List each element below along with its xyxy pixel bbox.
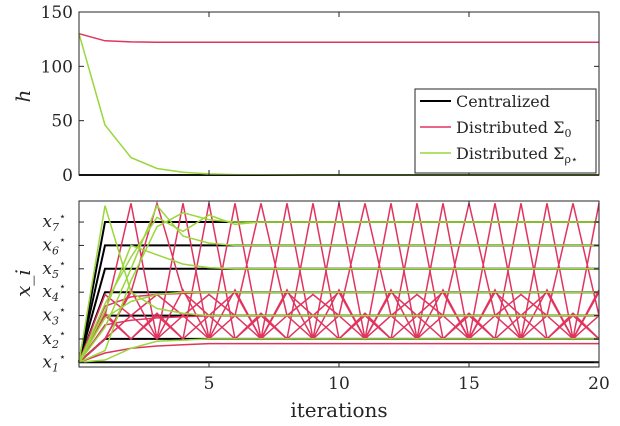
legend-subscript: ρ⋆ <box>564 153 577 166</box>
bottom-ytick-label: x5 <box>42 259 59 281</box>
distributed-sigma0-line-1 <box>78 342 599 364</box>
bottom-ytick-subscript: 4 <box>51 291 59 304</box>
top-ylabel: h <box>11 90 35 103</box>
bottom-ytick-star: ⋆ <box>59 350 66 363</box>
distributed-sigma0-line-3 <box>78 291 599 363</box>
top-series-line-1 <box>78 32 599 43</box>
legend-label-sigma-rho: Distributed Σρ⋆ <box>456 144 578 166</box>
top-ticks-group: 0 50 100 150 <box>41 3 600 186</box>
distributed-sigma0-line-4 <box>78 288 600 363</box>
bottom-xtick-label: 10 <box>328 374 350 394</box>
bottom-ytick-subscript: 6 <box>52 244 59 257</box>
distributed-sigma-rho-line-1 <box>78 338 599 364</box>
top-ytick-label: 150 <box>41 3 73 23</box>
centralized-line-4 <box>78 291 599 363</box>
bottom-ytick-star: ⋆ <box>59 257 66 270</box>
top-ytick-label: 50 <box>51 112 73 132</box>
bottom-ytick-label: x3 <box>42 306 59 328</box>
top-ytick-label: 100 <box>41 57 73 77</box>
centralized-line-2 <box>78 337 599 364</box>
distributed-sigma-rho-line-3 <box>78 291 599 363</box>
bottom-ytick-label: x6 <box>42 235 59 257</box>
top-panel: 0 50 100 150 h <box>11 3 600 186</box>
legend-label-centralized: Centralized <box>456 92 550 111</box>
bottom-xtick-label: 20 <box>588 374 610 394</box>
top-ytick-label: 0 <box>62 166 73 186</box>
bottom-ylabel: x_i <box>11 269 35 297</box>
centralized-line-6 <box>78 244 599 363</box>
bottom-ytick-star: ⋆ <box>59 304 66 317</box>
distributed-sigma-rho-line-4 <box>78 244 599 363</box>
bottom-ytick-label: x4 <box>42 282 59 304</box>
distributed-sigma-rho-line-5 <box>78 204 599 363</box>
bottom-ytick-star: ⋆ <box>59 327 66 340</box>
bottom-ytick-subscript: 1 <box>52 361 59 374</box>
legend: Centralized Distributed Σ0 Distributed Σ… <box>414 88 597 174</box>
legend-subscript: 0 <box>564 127 571 140</box>
bottom-xtick-label: 15 <box>458 374 480 394</box>
bottom-ytick-star: ⋆ <box>59 233 66 246</box>
bottom-ytick-subscript: 5 <box>52 268 59 281</box>
distributed-sigma-rho-line-2 <box>78 205 599 363</box>
bottom-ytick-star: ⋆ <box>59 280 66 293</box>
bottom-ytick-label: x7 <box>42 212 59 234</box>
bottom-series-group <box>78 200 600 364</box>
legend-box <box>414 88 597 174</box>
legend-label-sigma0: Distributed Σ0 <box>456 118 571 140</box>
bottom-ytick-label: x2 <box>42 329 59 351</box>
distributed-sigma-rho-line-7 <box>78 211 599 363</box>
bottom-ytick-star: ⋆ <box>59 210 66 223</box>
bottom-xlabel: iterations <box>290 398 387 422</box>
bottom-ytick-subscript: 7 <box>52 221 59 234</box>
bottom-ytick-subscript: 2 <box>51 338 59 351</box>
bottom-ytick-label: x1 <box>42 352 59 374</box>
bottom-xtick-label: 5 <box>204 374 215 394</box>
bottom-ytick-subscript: 3 <box>52 315 59 328</box>
